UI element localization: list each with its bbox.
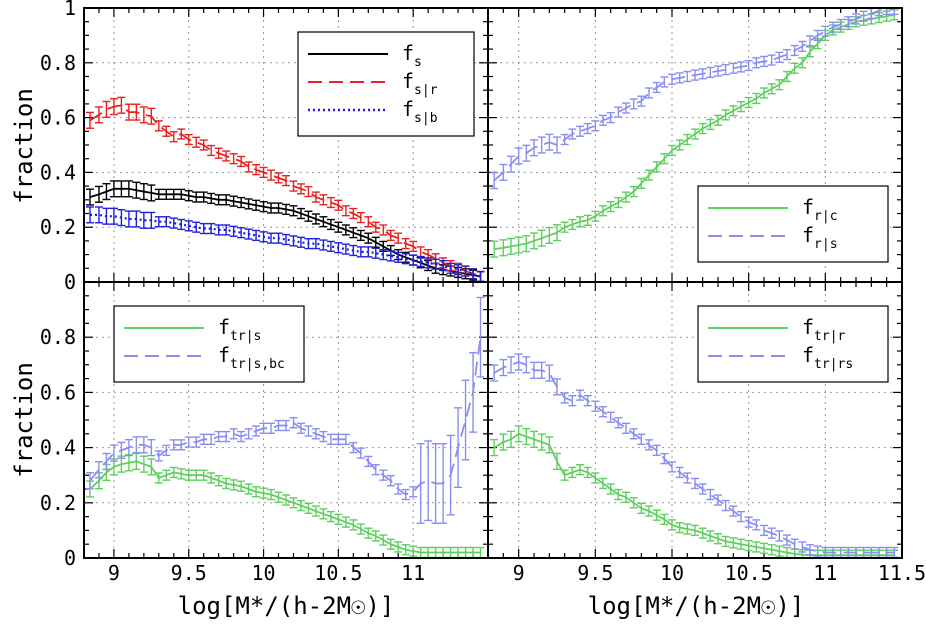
legend-label-s: fs	[402, 41, 422, 70]
xtick-label: 10	[660, 561, 684, 585]
legend-box	[113, 305, 305, 383]
xtick-label: 9.5	[577, 561, 613, 585]
ytick-label: 0.8	[40, 325, 76, 349]
ytick-label: 0	[64, 546, 76, 570]
ytick-label: 0.2	[40, 491, 76, 515]
panels-group: 00.20.40.60.81fsfs|rfs|bfr|cfr|s00.20.40…	[40, 0, 926, 585]
xtick-label: 10	[252, 561, 276, 585]
xtick-label: 10.5	[314, 561, 362, 585]
ylabel-top: fraction	[10, 88, 38, 204]
xtick-label: 9	[513, 561, 525, 585]
legend-label-tr|r: ftr|r	[802, 315, 846, 344]
ytick-label: 0.4	[40, 436, 76, 460]
ytick-label: 1	[64, 0, 76, 20]
legend-box	[297, 31, 475, 137]
series-line-s|b	[90, 213, 481, 278]
xtick-label: 10.5	[725, 561, 773, 585]
legend-box	[697, 185, 889, 263]
legend-label-tr|s: ftr|s	[218, 315, 261, 344]
ytick-label: 0.4	[40, 160, 76, 184]
ytick-label: 0.8	[40, 51, 76, 75]
ylabel-bottom: fraction	[10, 362, 38, 478]
xtick-label: 11.5	[878, 561, 926, 585]
panel-top-right: fr|cfr|s	[487, 7, 903, 283]
ytick-label: 0.6	[40, 380, 76, 404]
legend-box	[697, 305, 889, 383]
legend-label-s|r: fs|r	[402, 69, 438, 98]
xtick-label: 9	[108, 561, 120, 585]
xlabel-right: log[M*/(h-2M☉)]	[588, 592, 805, 620]
xtick-label: 11	[401, 561, 425, 585]
ytick-label: 0.6	[40, 106, 76, 130]
xtick-label: 11	[813, 561, 837, 585]
xlabel-left: log[M*/(h-2M☉)]	[178, 592, 395, 620]
ytick-label: 0	[64, 270, 76, 294]
legend-label-r|s: fr|s	[802, 223, 838, 252]
panel-frame	[487, 281, 903, 559]
legend-label-tr|rs: ftr|rs	[802, 343, 853, 372]
ytick-label: 0.2	[40, 215, 76, 239]
legend-label-tr|s,bc: ftr|s,bc	[218, 343, 285, 372]
legend-label-r|c: fr|c	[802, 195, 838, 224]
xtick-label: 9.5	[171, 561, 207, 585]
legend-label-s|b: fs|b	[402, 97, 438, 126]
